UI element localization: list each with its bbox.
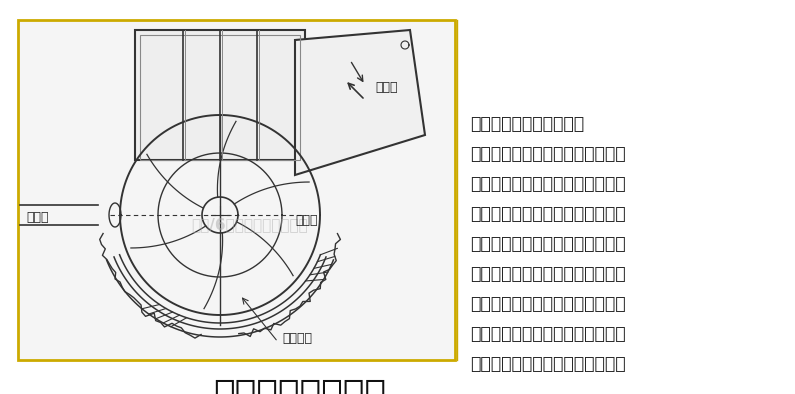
Text: 粒的水汽层，以利于脱水；同时加: 粒的水汽层，以利于脱水；同时加 [470, 205, 626, 223]
Text: 由给料槽进入洗槽中，在叶轮的带: 由给料槽进入洗槽中，在叶轮的带 [470, 295, 626, 313]
Text: 动下翻滚，并互相研磨，除去覆盖: 动下翻滚，并互相研磨，除去覆盖 [470, 265, 626, 283]
Text: 槽排出，完成清洗过程。: 槽排出，完成清洗过程。 [470, 115, 584, 133]
Bar [140, 35, 300, 160]
Bar [18, 20, 455, 360]
Text: 砂石表面的杂质，同时破坏包覆砂: 砂石表面的杂质，同时破坏包覆砂 [470, 235, 626, 253]
Bar [135, 30, 305, 160]
Text: 洗砂池: 洗砂池 [375, 80, 398, 93]
Text: 传动机构: 传动机构 [282, 332, 312, 345]
Text: 比重小的异物带走，并从溢出口洗: 比重小的异物带走，并从溢出口洗 [470, 145, 626, 163]
Text: 下料口: 下料口 [295, 214, 317, 227]
Text: 动力装置通过三角带、减速机、齿: 动力装置通过三角带、减速机、齿 [470, 355, 626, 373]
Text: 洗砂机组成及原理: 洗砂机组成及原理 [214, 378, 386, 394]
Text: 出砂口: 出砂口 [26, 210, 48, 223]
Text: 水，形成强大水流，及时将杂质及: 水，形成强大水流，及时将杂质及 [470, 175, 626, 193]
Text: 轮减速后带动叶轮缓慢转动，砂石: 轮减速后带动叶轮缓慢转动，砂石 [470, 325, 626, 343]
Polygon shape [295, 30, 425, 175]
Text: 济南/6矿环保科技有限公司: 济南/6矿环保科技有限公司 [192, 217, 308, 232]
